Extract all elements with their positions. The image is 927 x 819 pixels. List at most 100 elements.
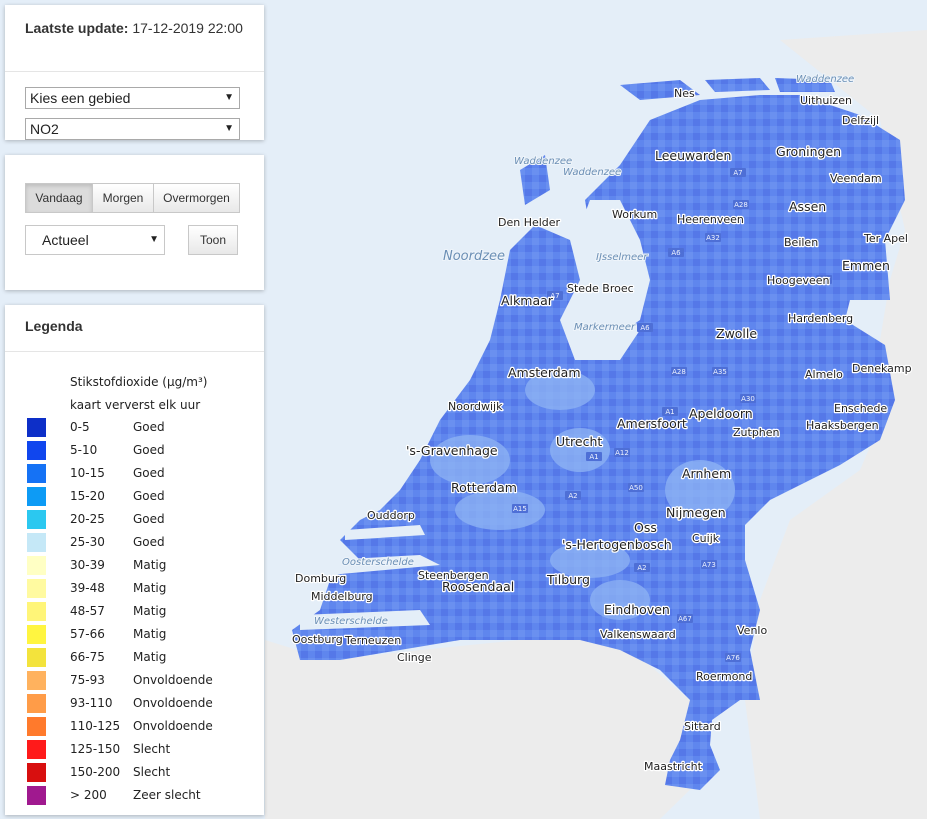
legend-range: 5-10 bbox=[70, 443, 98, 457]
legend-item: 25-30 Goed bbox=[25, 531, 255, 554]
last-update-label: Laatste update: bbox=[25, 20, 129, 36]
legend-range: 30-39 bbox=[70, 558, 105, 572]
legend-item: 110-125 Onvoldoende bbox=[25, 715, 255, 738]
city-label: Zwolle bbox=[716, 326, 757, 341]
legend-swatch bbox=[27, 579, 46, 598]
legend-swatch bbox=[27, 533, 46, 552]
city-label: Roosendaal bbox=[442, 579, 514, 594]
road-badge: A12 bbox=[614, 448, 630, 457]
svg-text:A1: A1 bbox=[665, 408, 674, 416]
time-select[interactable]: Actueel ▼ bbox=[25, 225, 165, 255]
city-label: Veendam bbox=[830, 172, 882, 185]
tab-vandaag[interactable]: Vandaag bbox=[25, 183, 93, 213]
legend-label: Slecht bbox=[133, 765, 171, 779]
legend-range: 15-20 bbox=[70, 489, 105, 503]
legend-range: 25-30 bbox=[70, 535, 105, 549]
city-label: Steenbergen bbox=[418, 569, 489, 582]
city-label: Sittard bbox=[684, 720, 721, 733]
svg-text:A50: A50 bbox=[629, 484, 643, 492]
legend-range: 48-57 bbox=[70, 604, 105, 618]
legend-range: 57-66 bbox=[70, 627, 105, 641]
city-label: Apeldoorn bbox=[689, 406, 753, 421]
city-label: 's-Gravenhage bbox=[406, 443, 498, 458]
city-label: Amsterdam bbox=[508, 365, 581, 380]
svg-text:A76: A76 bbox=[726, 654, 740, 662]
svg-text:A37: A37 bbox=[817, 276, 831, 284]
legend-label: Goed bbox=[133, 420, 165, 434]
legend-label: Zeer slecht bbox=[133, 788, 201, 802]
city-label: Nijmegen bbox=[666, 505, 726, 520]
road-badge: A50 bbox=[628, 483, 644, 492]
legend-panel: Legenda Stikstofdioxide (µg/m³) kaart ve… bbox=[5, 305, 264, 815]
road-badge: A6 bbox=[637, 323, 653, 332]
svg-text:A12: A12 bbox=[615, 449, 629, 457]
svg-text:A7: A7 bbox=[550, 292, 559, 300]
legend-item: > 200 Zeer slecht bbox=[25, 784, 255, 807]
city-label: Oss bbox=[634, 520, 657, 535]
road-badge: A32 bbox=[705, 233, 721, 242]
water-label: Waddenzee bbox=[796, 74, 854, 85]
city-label: Stede Broec bbox=[567, 282, 634, 295]
road-badge: A7 bbox=[730, 168, 746, 177]
svg-text:A30: A30 bbox=[741, 395, 755, 403]
water-label: Waddenzee bbox=[514, 156, 572, 167]
svg-text:A7: A7 bbox=[733, 169, 742, 177]
tab-overmorgen[interactable]: Overmorgen bbox=[153, 183, 240, 213]
legend-swatch bbox=[27, 625, 46, 644]
svg-text:A6: A6 bbox=[640, 324, 650, 332]
area-select[interactable]: Kies een gebied ▼ bbox=[25, 87, 240, 109]
svg-text:A35: A35 bbox=[713, 368, 727, 376]
area-select-value: Kies een gebied bbox=[30, 90, 131, 106]
city-label: Rotterdam bbox=[451, 480, 517, 495]
legend-swatch bbox=[27, 510, 46, 529]
water-label: Oosterschelde bbox=[342, 557, 414, 568]
road-badge: A76 bbox=[725, 653, 741, 662]
tab-morgen[interactable]: Morgen bbox=[92, 183, 154, 213]
svg-text:A2: A2 bbox=[637, 564, 646, 572]
legend-swatch bbox=[27, 786, 46, 805]
city-label: Clinge bbox=[397, 651, 432, 664]
city-label: Heerenveen bbox=[677, 213, 744, 226]
legend-label: Goed bbox=[133, 535, 165, 549]
legend-item: 48-57 Matig bbox=[25, 600, 255, 623]
ijsselmeer-water bbox=[575, 200, 650, 340]
zeeland-water bbox=[300, 525, 440, 630]
show-button[interactable]: Toon bbox=[188, 225, 238, 255]
legend-swatch bbox=[27, 464, 46, 483]
legend-range: > 200 bbox=[70, 788, 107, 802]
divider bbox=[5, 351, 264, 352]
legend-swatch bbox=[27, 694, 46, 713]
water-label: Westerschelde bbox=[314, 616, 388, 627]
water-label: Waddenzee bbox=[563, 167, 621, 178]
road-badge: A15 bbox=[512, 504, 528, 513]
city-label: Ouddorp bbox=[367, 509, 415, 522]
legend-swatch bbox=[27, 740, 46, 759]
road-badge: A2 bbox=[634, 563, 650, 572]
svg-text:A67: A67 bbox=[678, 615, 692, 623]
city-label: Enschede bbox=[834, 402, 887, 415]
city-label: Assen bbox=[789, 199, 826, 214]
pollutant-select[interactable]: NO2 ▼ bbox=[25, 118, 240, 140]
city-label: Workum bbox=[612, 208, 657, 221]
city-label: Groningen bbox=[776, 144, 841, 159]
city-label: Eindhoven bbox=[604, 602, 670, 617]
legend-label: Matig bbox=[133, 558, 167, 572]
water-label: Markermeer bbox=[574, 322, 636, 333]
legend-swatch bbox=[27, 556, 46, 575]
legend-title: Legenda bbox=[25, 318, 83, 334]
city-label: Uithuizen bbox=[800, 94, 852, 107]
legend-label: Goed bbox=[133, 466, 165, 480]
legend-swatch bbox=[27, 418, 46, 437]
svg-text:A28: A28 bbox=[734, 201, 748, 209]
legend-subtitle: Stikstofdioxide (µg/m³) bbox=[70, 375, 208, 389]
legend-range: 75-93 bbox=[70, 673, 105, 687]
city-label: Emmen bbox=[842, 258, 890, 273]
water-label: IJsselmeer bbox=[596, 252, 648, 263]
legend-item: 150-200 Slecht bbox=[25, 761, 255, 784]
update-panel: Laatste update: 17-12-2019 22:00 Kies ee… bbox=[5, 5, 264, 140]
svg-text:A28: A28 bbox=[672, 368, 686, 376]
chevron-down-icon: ▼ bbox=[149, 234, 159, 245]
road-labels: A7 A28 A32 A6 A37 A7 A6 A28 A35 A30 A1 A1 A12 A15 A50 A… bbox=[512, 168, 832, 662]
legend-item: 39-48 Matig bbox=[25, 577, 255, 600]
